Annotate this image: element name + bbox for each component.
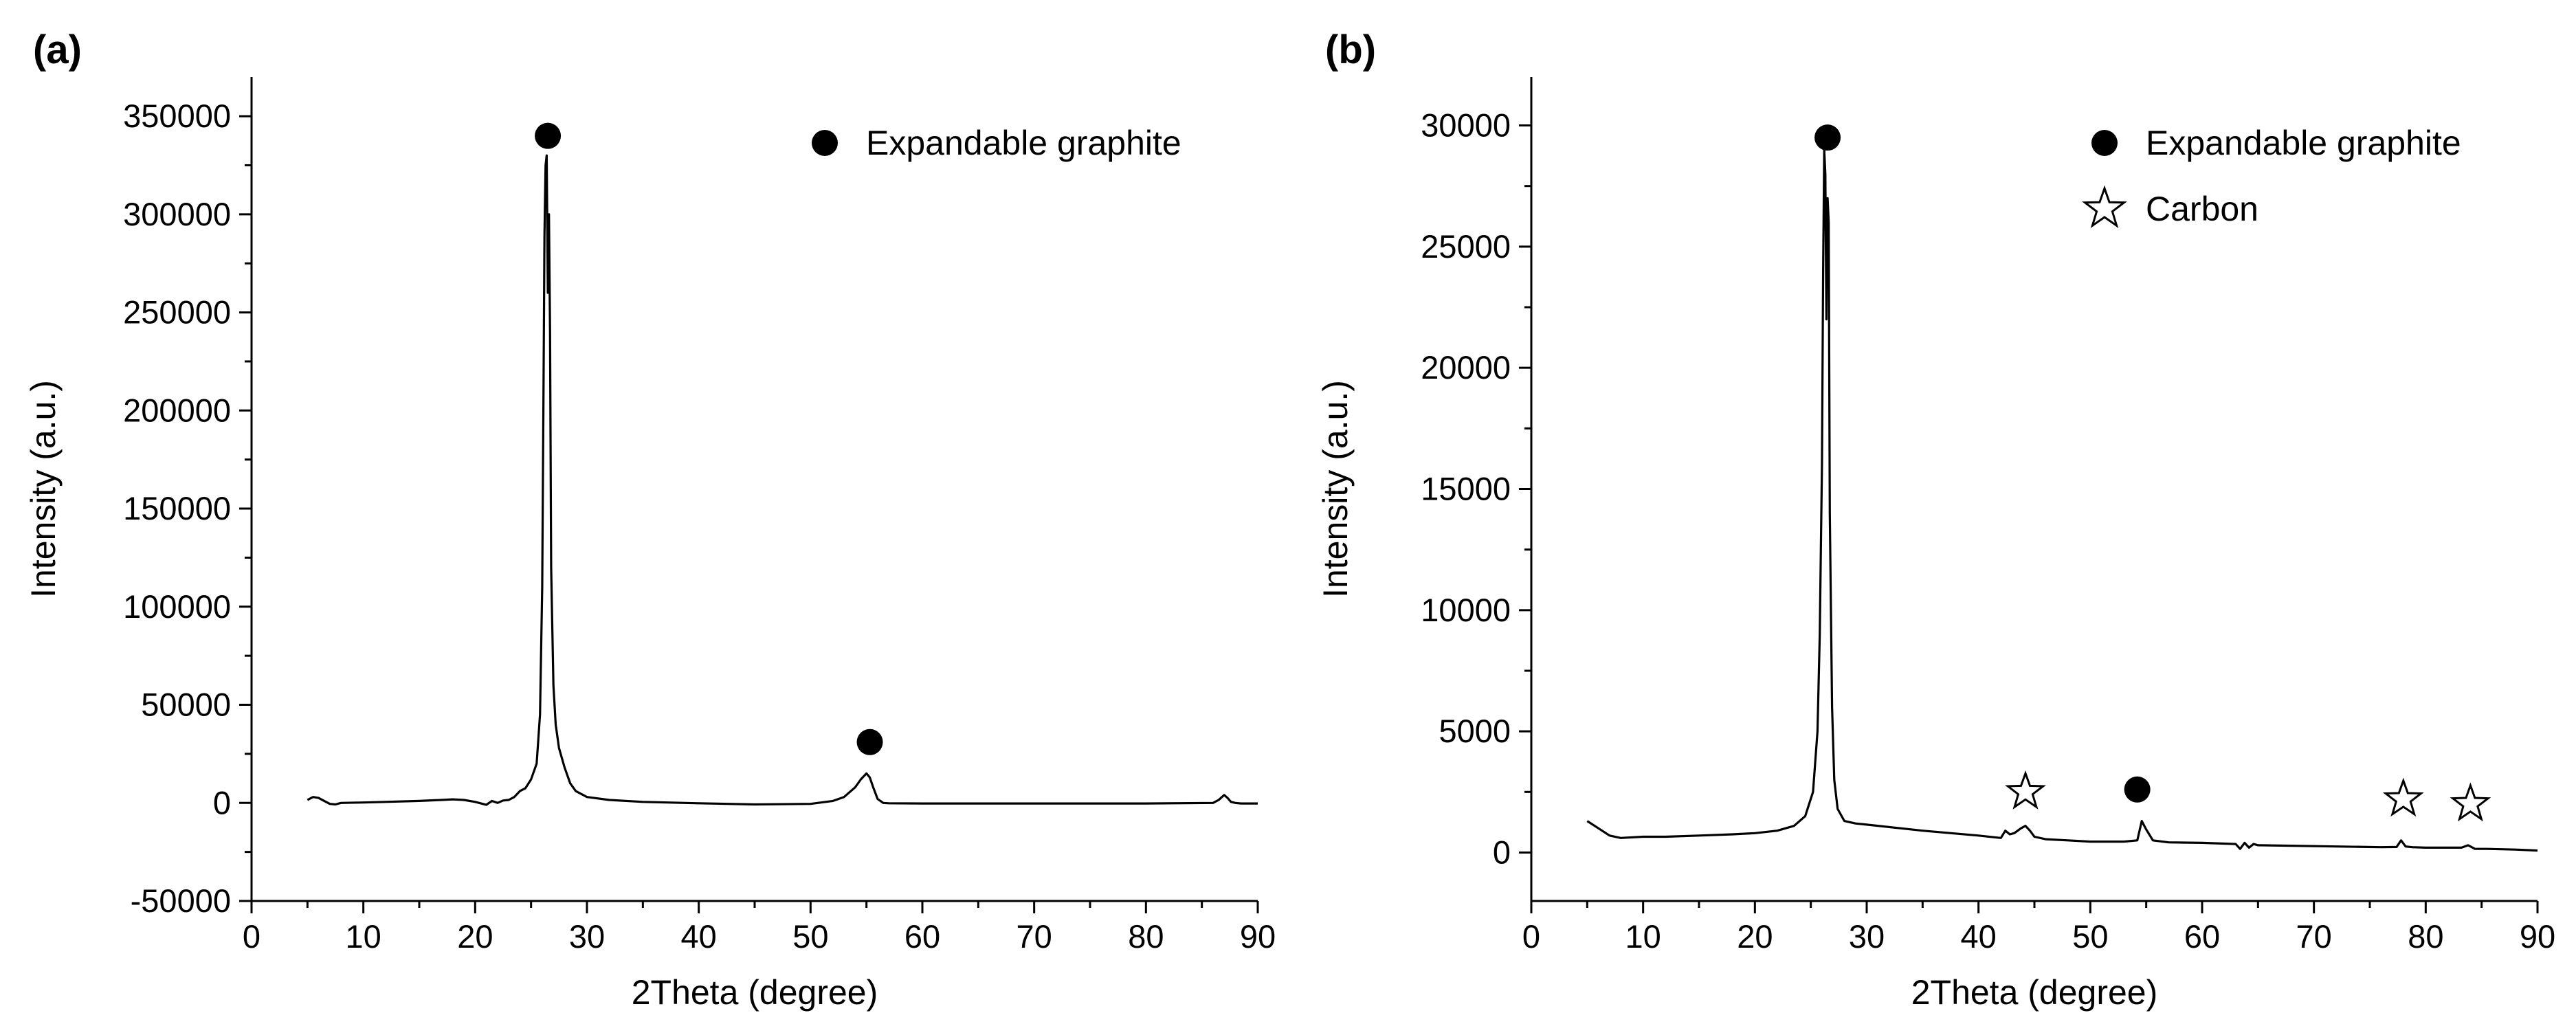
x-tick-label: 20 (1737, 918, 1773, 955)
y-tick-label: 5000 (1439, 713, 1511, 749)
y-tick-label: 200000 (123, 392, 231, 428)
legend-dot-icon (812, 130, 838, 156)
x-tick-label: 90 (2520, 918, 2555, 955)
legend-dot-icon (2091, 130, 2118, 156)
x-tick-label: 0 (1522, 918, 1540, 955)
x-axis-label: 2Theta (degree) (1911, 973, 2158, 1012)
legend-star-icon (2082, 185, 2127, 229)
x-tick-label: 70 (1017, 918, 1052, 955)
x-tick-label: 40 (1961, 918, 1997, 955)
x-tick-label: 30 (569, 918, 605, 955)
y-tick-label: 0 (213, 784, 231, 821)
y-tick-label: 250000 (123, 294, 231, 331)
legend-label: Carbon (2146, 190, 2258, 228)
legend-label: Expandable graphite (866, 124, 1181, 162)
legend-label: Expandable graphite (2146, 124, 2461, 162)
y-tick-label: 0 (1493, 834, 1511, 870)
peak-marker-star (2005, 770, 2046, 810)
x-tick-label: 40 (681, 918, 717, 955)
y-axis-label: Intensity (a.u.) (1316, 380, 1355, 598)
x-tick-label: 30 (1849, 918, 1885, 955)
y-tick-label: 150000 (123, 490, 231, 526)
xrd-pattern-line (1586, 148, 2538, 852)
peak-marker-dot (2124, 776, 2151, 803)
x-tick-label: 10 (346, 918, 381, 955)
y-tick-label: 15000 (1421, 471, 1511, 507)
x-tick-label: 0 (243, 918, 260, 955)
x-tick-label: 60 (904, 918, 940, 955)
x-axis-label: 2Theta (degree) (632, 973, 878, 1012)
x-tick-label: 90 (1240, 918, 1276, 955)
x-tick-label: 80 (1128, 918, 1164, 955)
y-tick-label: 350000 (123, 98, 231, 134)
y-tick-label: 10000 (1421, 592, 1511, 628)
xrd-pattern-line (307, 154, 1258, 806)
peak-marker-dot (535, 122, 562, 149)
y-tick-label: 100000 (123, 588, 231, 625)
peak-marker-star (2450, 782, 2491, 822)
x-tick-label: 60 (2184, 918, 2220, 955)
x-tick-label: 50 (792, 918, 828, 955)
peak-marker-star (2382, 777, 2424, 817)
panel-letter: (a) (33, 27, 82, 72)
x-tick-label: 80 (2408, 918, 2443, 955)
x-tick-label: 20 (457, 918, 493, 955)
y-tick-label: 300000 (123, 196, 231, 232)
chart-panel-a: (a) 0 10 20 30 40 50 60 70 80 90 -50000 0 50000 100000… (24, 27, 1276, 1012)
y-tick-label: 20000 (1421, 349, 1511, 386)
y-tick-label: 30000 (1421, 107, 1511, 144)
chart-panel-b: (b) 0 10 20 30 40 50 60 70 80 90 0 5000 10000 15000 200… (1316, 27, 2555, 1012)
y-tick-label: -50000 (131, 882, 231, 919)
x-tick-label: 10 (1625, 918, 1661, 955)
panel-letter: (b) (1325, 27, 1376, 72)
y-axis-label: Intensity (a.u.) (24, 380, 63, 598)
peak-marker-dot (856, 728, 883, 755)
x-tick-label: 50 (2072, 918, 2108, 955)
peak-marker-dot (1814, 124, 1841, 151)
y-tick-label: 25000 (1421, 228, 1511, 265)
y-tick-label: 50000 (141, 687, 231, 723)
x-tick-label: 70 (2296, 918, 2332, 955)
